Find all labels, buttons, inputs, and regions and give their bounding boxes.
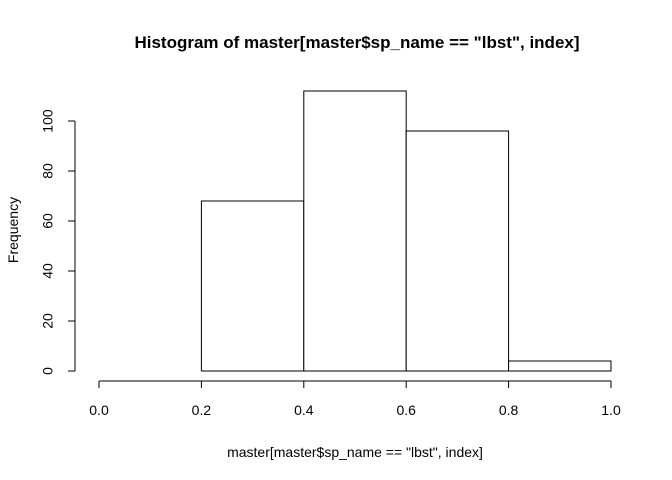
histogram-bar (200, 200, 305, 372)
histogram-bar (508, 360, 612, 372)
y-tick-label: 40 (40, 263, 56, 279)
y-tick-label: 100 (40, 109, 56, 133)
y-tick-label: 0 (40, 367, 56, 375)
x-tick-label: 0.6 (396, 402, 416, 418)
x-tick-label: 0.4 (294, 402, 314, 418)
y-tick-label: 20 (40, 313, 56, 329)
y-tick-label: 80 (40, 163, 56, 179)
histogram-bar (303, 90, 407, 372)
y-tick-label: 60 (40, 213, 56, 229)
x-tick-label: 0.8 (499, 402, 519, 418)
chart-title: Histogram of master[master$sp_name == "l… (134, 33, 579, 52)
x-tick-label: 0.0 (89, 402, 109, 418)
y-axis-label: Frequency (5, 197, 21, 263)
bars-group (200, 90, 612, 372)
histogram-bar (405, 130, 510, 372)
y-axis: 0 20 40 60 80 100 (40, 109, 76, 375)
x-axis-label: master[master$sp_name == "lbst", index] (227, 444, 483, 460)
x-tick-label: 1.0 (601, 402, 621, 418)
x-tick-label: 0.2 (192, 402, 212, 418)
x-axis: 0.0 0.2 0.4 0.6 0.8 1.0 (89, 380, 621, 418)
